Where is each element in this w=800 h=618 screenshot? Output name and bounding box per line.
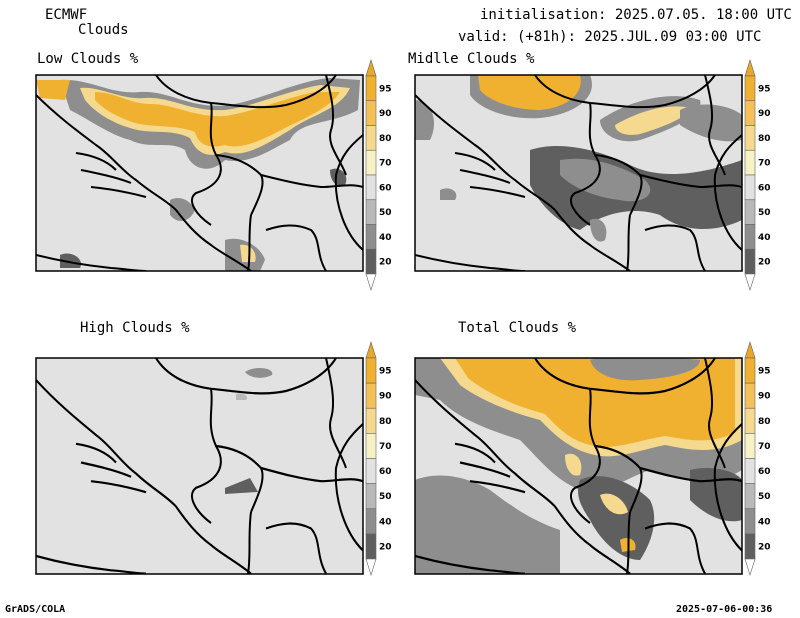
colorbar-low-segment	[365, 125, 377, 151]
colorbar-high-label: 95	[379, 367, 392, 377]
panel-title-middle: Midlle Clouds %	[408, 51, 535, 67]
colorbar-total-top-arrow	[744, 340, 756, 359]
colorbars: 95 90 80 70 60 50 40 20 95 90 80 70 60 50 40 20 95 90 80 70…	[365, 58, 771, 577]
colorbar-total-segment	[744, 458, 756, 484]
panel-frame-high	[35, 357, 364, 575]
colorbar-high-label: 50	[379, 492, 392, 502]
colorbar-low-label: 80	[379, 134, 392, 144]
colorbar-total-label: 50	[758, 492, 771, 502]
colorbar-middle-segment	[744, 100, 756, 126]
colorbar-total-segment	[744, 508, 756, 535]
colorbar-middle-segment	[744, 248, 756, 275]
map-panel-total	[415, 358, 742, 574]
colorbar-high-label: 90	[379, 392, 392, 402]
colorbar-low-segment	[365, 149, 377, 176]
panel-frame-middle	[414, 74, 743, 272]
colorbar-middle-label: 20	[758, 258, 771, 268]
colorbar-high-segment	[365, 458, 377, 484]
panel-frame-low	[35, 74, 364, 272]
map-panel-high	[36, 358, 363, 574]
colorbar-middle-bottom-arrow	[744, 273, 756, 292]
colorbar-middle-label: 40	[758, 233, 771, 243]
panel-title-high: High Clouds %	[80, 320, 190, 336]
colorbar-low-segment	[365, 75, 377, 102]
colorbar-total-bottom-arrow	[744, 558, 756, 577]
init-time: initialisation: 2025.07.05. 18:00 UTC	[480, 7, 792, 23]
colorbar-low-segment	[365, 100, 377, 126]
model-label: ECMWF	[45, 7, 88, 23]
map-panel-middle	[415, 75, 742, 271]
colorbar-low-label: 95	[379, 84, 392, 94]
panel-title-total: Total Clouds %	[458, 320, 577, 336]
colorbar-high-segment	[365, 508, 377, 535]
colorbar-high-bottom-arrow	[365, 558, 377, 577]
colorbar-middle-segment	[744, 199, 756, 225]
colorbar-middle-label: 60	[758, 183, 771, 193]
colorbar-low-label: 50	[379, 208, 392, 218]
footer-timestamp: 2025-07-06-00:36	[676, 604, 773, 615]
colorbar-high-segment	[365, 483, 377, 510]
valid-time: valid: (+81h): 2025.JUL.09 03:00 UTC	[458, 29, 762, 45]
colorbar-middle-label: 50	[758, 208, 771, 218]
colorbar-low-segment	[365, 174, 377, 201]
colorbar-high-label: 60	[379, 467, 392, 477]
colorbar-high-segment	[365, 357, 377, 384]
product-label: Clouds	[78, 22, 129, 38]
colorbar-total-segment	[744, 357, 756, 384]
colorbar-middle-segment	[744, 224, 756, 250]
colorbar-middle-segment	[744, 149, 756, 176]
colorbar-high-segment	[365, 382, 377, 409]
colorbar-total-segment	[744, 382, 756, 409]
colorbar-low-segment	[365, 199, 377, 225]
colorbar-high-segment	[365, 533, 377, 560]
cloud-field-high	[225, 368, 273, 494]
colorbar-low-label: 60	[379, 183, 392, 193]
colorbar-high-segment	[365, 433, 377, 459]
colorbar-total-segment	[744, 533, 756, 560]
colorbar-middle-label: 80	[758, 134, 771, 144]
colorbar-middle-label: 90	[758, 109, 771, 119]
colorbar-middle-segment	[744, 125, 756, 151]
colorbar-total-label: 80	[758, 417, 771, 427]
colorbar-total-segment	[744, 407, 756, 434]
colorbar-total-label: 40	[758, 517, 771, 527]
colorbar-total-label: 95	[758, 367, 771, 377]
colorbar-middle-top-arrow	[744, 58, 756, 77]
colorbar-total-label: 20	[758, 542, 771, 552]
colorbar-high-label: 20	[379, 542, 392, 552]
map-panel-low	[36, 75, 363, 271]
colorbar-high-label: 80	[379, 417, 392, 427]
colorbar-low-label: 40	[379, 233, 392, 243]
colorbar-total-label: 60	[758, 467, 771, 477]
colorbar-high-label: 70	[379, 442, 392, 452]
colorbar-total-label: 90	[758, 392, 771, 402]
colorbar-low-label: 90	[379, 109, 392, 119]
colorbar-middle-segment	[744, 75, 756, 102]
panel-title-low: Low Clouds %	[37, 51, 139, 67]
colorbar-high-top-arrow	[365, 340, 377, 359]
colorbar-total-label: 70	[758, 442, 771, 452]
colorbar-low-bottom-arrow	[365, 273, 377, 292]
colorbar-high-segment	[365, 407, 377, 434]
colorbar-middle-label: 95	[758, 84, 771, 94]
colorbar-middle-segment	[744, 174, 756, 201]
footer-grads: GrADS/COLA	[5, 604, 66, 615]
colorbar-low-label: 20	[379, 258, 392, 268]
panel-frame-total	[414, 357, 743, 575]
colorbar-low-label: 70	[379, 159, 392, 169]
colorbar-high-label: 40	[379, 517, 392, 527]
colorbar-low-top-arrow	[365, 58, 377, 77]
colorbar-total-segment	[744, 483, 756, 510]
cloud-field-middle	[415, 75, 742, 242]
colorbar-low-segment	[365, 248, 377, 275]
colorbar-middle-label: 70	[758, 159, 771, 169]
colorbar-low-segment	[365, 224, 377, 250]
colorbar-total-segment	[744, 433, 756, 459]
